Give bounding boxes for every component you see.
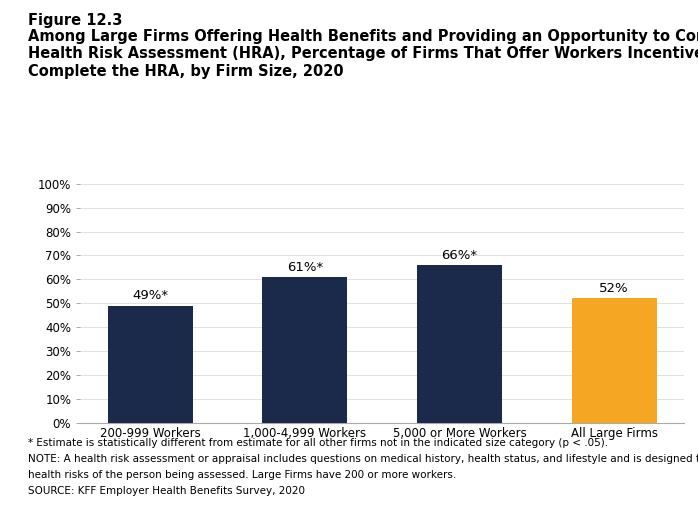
- Text: 49%*: 49%*: [132, 289, 168, 302]
- Text: 52%: 52%: [600, 282, 629, 295]
- Text: Among Large Firms Offering Health Benefits and Providing an Opportunity to Compl: Among Large Firms Offering Health Benefi…: [28, 29, 698, 44]
- Text: 66%*: 66%*: [441, 249, 477, 262]
- Text: Figure 12.3: Figure 12.3: [28, 13, 122, 28]
- Text: * Estimate is statistically different from estimate for all other firms not in t: * Estimate is statistically different fr…: [28, 438, 608, 448]
- Text: NOTE: A health risk assessment or appraisal includes questions on medical histor: NOTE: A health risk assessment or apprai…: [28, 454, 698, 464]
- Text: Complete the HRA, by Firm Size, 2020: Complete the HRA, by Firm Size, 2020: [28, 64, 343, 79]
- Bar: [107, 306, 193, 423]
- Text: Health Risk Assessment (HRA), Percentage of Firms That Offer Workers Incentives : Health Risk Assessment (HRA), Percentage…: [28, 46, 698, 61]
- Bar: [572, 298, 657, 423]
- Text: health risks of the person being assessed. Large Firms have 200 or more workers.: health risks of the person being assesse…: [28, 470, 456, 480]
- Bar: [417, 265, 502, 423]
- Text: SOURCE: KFF Employer Health Benefits Survey, 2020: SOURCE: KFF Employer Health Benefits Sur…: [28, 486, 305, 496]
- Bar: [262, 277, 348, 423]
- Text: 61%*: 61%*: [287, 261, 323, 274]
